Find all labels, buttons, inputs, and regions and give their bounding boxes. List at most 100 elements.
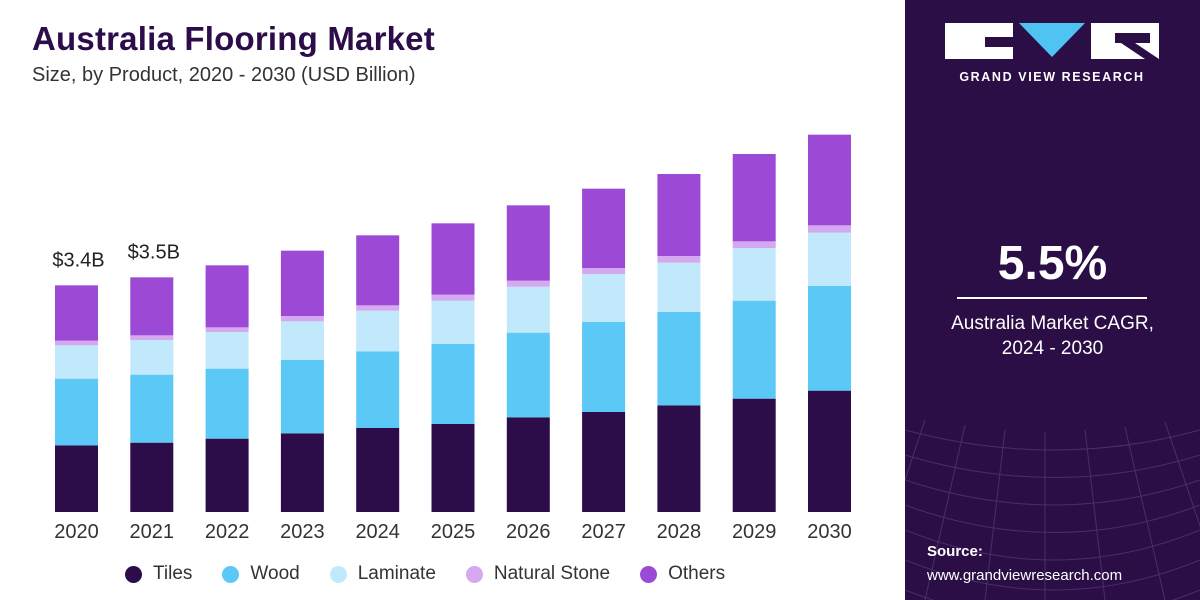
bar-segment-2028-laminate — [657, 262, 701, 312]
brand-name: GRAND VIEW RESEARCH — [959, 70, 1145, 84]
cagr-divider — [957, 297, 1147, 299]
x-tick-label-2029: 2029 — [732, 521, 777, 543]
bar-segment-2021-tiles — [130, 442, 174, 512]
bar-segment-2027-laminate — [582, 274, 626, 322]
x-tick-label-2021: 2021 — [130, 521, 175, 543]
perspective-grid-graphic — [905, 419, 1200, 600]
stacked-bar-chart: 2020 $3.4B 2021 $3.5B 2022 2023 2024 2025 2026 20… — [52, 134, 852, 543]
bar-segment-2027-natural-stone — [582, 268, 626, 274]
bar-segment-2030-natural-stone — [808, 225, 851, 233]
sidebar-panel: GRAND VIEW RESEARCH 5.5% Australia Marke… — [905, 0, 1200, 600]
bar-segment-2020-wood — [55, 378, 98, 446]
legend-label-laminate: Laminate — [357, 563, 436, 584]
bar-segment-2029-laminate — [732, 248, 776, 301]
bar-segment-2025-natural-stone — [431, 294, 475, 301]
x-tick-label-2020: 2020 — [54, 521, 99, 543]
bar-segment-2029-others — [732, 154, 776, 242]
source-url: www.grandviewresearch.com — [927, 567, 1123, 584]
bar-segment-2029-wood — [732, 300, 776, 399]
bar-segment-2030-laminate — [808, 232, 851, 286]
data-label-2021: $3.5B — [128, 241, 180, 263]
legend-swatch-laminate — [329, 565, 347, 583]
bar-segment-2029-natural-stone — [732, 241, 776, 248]
cagr-label-line1: Australia Market CAGR, — [951, 313, 1154, 334]
bar-segment-2028-others — [657, 174, 701, 256]
chart-panel: Australia Flooring Market Size, by Produ… — [32, 20, 852, 585]
bar-segment-2026-others — [506, 205, 550, 281]
bar-segment-2023-natural-stone — [280, 316, 324, 322]
data-label-2020: $3.4B — [52, 249, 104, 271]
legend-item-tiles: Tiles — [125, 563, 192, 585]
bar-segment-2027-tiles — [582, 412, 626, 512]
x-tick-label-2026: 2026 — [506, 521, 551, 543]
bar-segment-2028-natural-stone — [657, 256, 701, 263]
bar-segment-2021-wood — [130, 374, 174, 443]
bar-segment-2023-tiles — [280, 433, 324, 512]
bar-segment-2022-others — [205, 265, 249, 328]
legend-label-tiles: Tiles — [153, 563, 193, 584]
bar-segment-2026-natural-stone — [506, 280, 550, 287]
bar-segment-2026-laminate — [506, 286, 550, 333]
bar-segment-2026-wood — [506, 332, 550, 418]
bar-segment-2024-tiles — [356, 428, 400, 512]
bar-segment-2022-natural-stone — [205, 327, 249, 332]
bar-segment-2030-wood — [808, 286, 851, 391]
x-tick-label-2030: 2030 — [807, 521, 852, 543]
legend-swatch-wood — [222, 565, 240, 583]
x-tick-label-2028: 2028 — [657, 521, 702, 543]
bar-segment-2021-laminate — [130, 340, 174, 375]
bar-segment-2020-laminate — [55, 345, 98, 379]
x-tick-label-2022: 2022 — [205, 521, 250, 543]
bar-segment-2026-tiles — [506, 417, 550, 512]
logo-mark-icon — [945, 23, 1159, 59]
bar-segment-2030-tiles — [808, 390, 851, 512]
source-label: Source: — [927, 543, 983, 560]
x-tick-label-2027: 2027 — [581, 521, 626, 543]
bar-segment-2028-tiles — [657, 405, 701, 512]
bar-segment-2020-natural-stone — [55, 340, 98, 346]
bar-segment-2023-laminate — [280, 321, 324, 360]
bar-segment-2030-others — [808, 134, 851, 226]
bar-segment-2022-laminate — [205, 332, 249, 369]
legend-item-natural-stone: Natural Stone — [465, 563, 611, 585]
bar-segment-2024-wood — [356, 351, 400, 428]
brand-logo: GRAND VIEW RESEARCH — [941, 23, 1163, 93]
bar-segment-2027-wood — [582, 322, 626, 412]
cagr-label: Australia Market CAGR, 2024 - 2030 — [905, 311, 1200, 361]
x-tick-label-2025: 2025 — [431, 521, 476, 543]
bar-segment-2028-wood — [657, 312, 701, 406]
bar-segment-2024-others — [356, 235, 400, 306]
cagr-value: 5.5% — [997, 237, 1108, 290]
legend-item-others: Others — [640, 563, 725, 585]
legend-swatch-natural-stone — [465, 565, 483, 583]
legend-item-laminate: Laminate — [329, 563, 436, 585]
bar-segment-2024-natural-stone — [356, 305, 400, 311]
cagr-label-line2: 2024 - 2030 — [1001, 338, 1104, 359]
bar-segment-2021-others — [130, 277, 174, 336]
bar-segment-2022-wood — [205, 368, 249, 439]
bar-segment-2025-laminate — [431, 300, 475, 344]
bar-segment-2025-others — [431, 223, 475, 295]
chart-subtitle: Size, by Product, 2020 - 2030 (USD Billi… — [32, 64, 416, 86]
bar-segment-2025-wood — [431, 344, 475, 424]
bar-segment-2027-others — [582, 188, 626, 268]
bar-segment-2024-laminate — [356, 310, 400, 352]
legend-label-wood: Wood — [250, 563, 300, 584]
bar-segment-2025-tiles — [431, 424, 475, 512]
legend-label-others: Others — [668, 563, 726, 584]
bar-segment-2029-tiles — [732, 398, 776, 512]
chart-legend: Tiles Wood Laminate Natural Stone Others — [125, 563, 755, 585]
bar-segment-2020-tiles — [55, 445, 98, 512]
legend-item-wood: Wood — [222, 563, 300, 585]
bar-segment-2023-wood — [280, 360, 324, 434]
bar-segment-2021-natural-stone — [130, 335, 174, 340]
x-tick-label-2024: 2024 — [355, 521, 400, 543]
legend-swatch-tiles — [125, 565, 142, 583]
x-tick-label-2023: 2023 — [280, 521, 325, 543]
legend-label-natural-stone: Natural Stone — [493, 563, 611, 584]
bar-segment-2020-others — [55, 285, 98, 341]
bar-segment-2023-others — [280, 250, 324, 316]
legend-swatch-others — [640, 565, 658, 583]
chart-title: Australia Flooring Market — [32, 20, 435, 57]
